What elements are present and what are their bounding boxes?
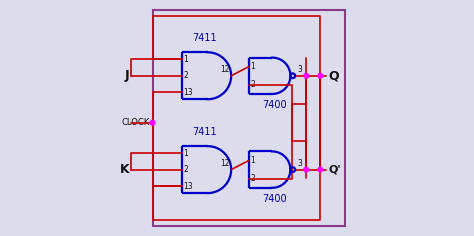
- Text: 12: 12: [220, 65, 230, 74]
- Text: 2: 2: [183, 165, 188, 174]
- Text: 2: 2: [250, 174, 255, 183]
- Text: K: K: [119, 163, 129, 176]
- Text: 3: 3: [298, 65, 303, 74]
- Text: CLOCK: CLOCK: [122, 118, 150, 127]
- Text: 7400: 7400: [262, 194, 287, 204]
- Text: 13: 13: [183, 88, 193, 97]
- Text: 1: 1: [183, 55, 188, 64]
- Text: Q': Q': [328, 165, 341, 175]
- Circle shape: [304, 73, 309, 78]
- Text: J: J: [125, 69, 129, 82]
- Text: 7411: 7411: [192, 33, 217, 43]
- Text: 3: 3: [298, 159, 303, 168]
- Bar: [153, 10, 345, 226]
- Text: 7411: 7411: [192, 127, 217, 137]
- Text: 12: 12: [220, 159, 230, 168]
- Text: 13: 13: [183, 181, 193, 190]
- Text: 2: 2: [183, 71, 188, 80]
- Circle shape: [304, 167, 309, 172]
- Text: 2: 2: [250, 80, 255, 89]
- Text: Q: Q: [328, 69, 339, 82]
- Circle shape: [150, 120, 155, 125]
- Text: 1: 1: [250, 156, 255, 165]
- Text: 1: 1: [250, 62, 255, 71]
- Text: 7400: 7400: [262, 100, 287, 110]
- Circle shape: [318, 73, 323, 78]
- Text: 1: 1: [183, 149, 188, 158]
- Circle shape: [318, 167, 323, 172]
